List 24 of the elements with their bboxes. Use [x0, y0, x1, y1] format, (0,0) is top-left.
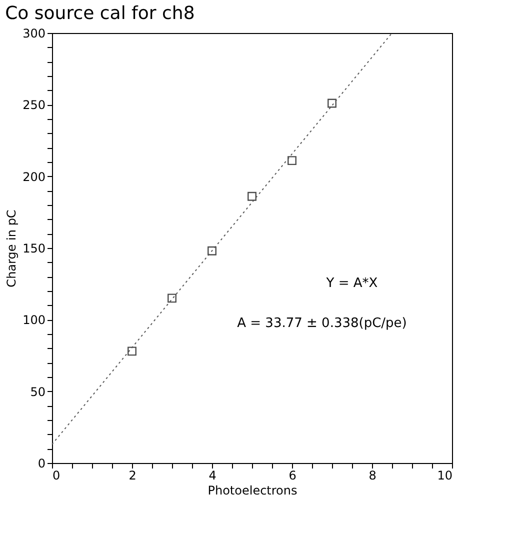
- point: [248, 192, 256, 201]
- point: [288, 156, 296, 166]
- point: [168, 294, 176, 303]
- x-tick-label: 2: [128, 468, 136, 482]
- y-tick-label: 0: [38, 456, 46, 470]
- y-tick-label: 300: [22, 26, 46, 40]
- x-axis-title: Photoelectrons: [208, 484, 298, 498]
- annotation: Y = A*X: [325, 276, 378, 291]
- y-tick-label: 200: [22, 170, 46, 184]
- y-tick-label: 250: [22, 98, 46, 112]
- y-tick-label: 50: [30, 384, 46, 399]
- chart-title: Co source cal for ch8: [5, 3, 195, 24]
- x-tick-label: 4: [208, 468, 216, 482]
- y-tick-label: 100: [22, 313, 46, 328]
- x-tick-label: 6: [288, 468, 296, 482]
- point: [328, 98, 336, 108]
- y-tick-label: 150: [22, 242, 46, 256]
- point: [128, 346, 136, 356]
- y-axis-title: Charge in pC: [4, 210, 19, 288]
- x-tick-label: 8: [368, 468, 376, 482]
- x-tick-label: 10: [437, 468, 452, 482]
- point: [208, 246, 216, 256]
- annotation: A = 33.77 ± 0.338(pC/pe): [237, 316, 407, 331]
- x-tick-label: 0: [52, 468, 60, 482]
